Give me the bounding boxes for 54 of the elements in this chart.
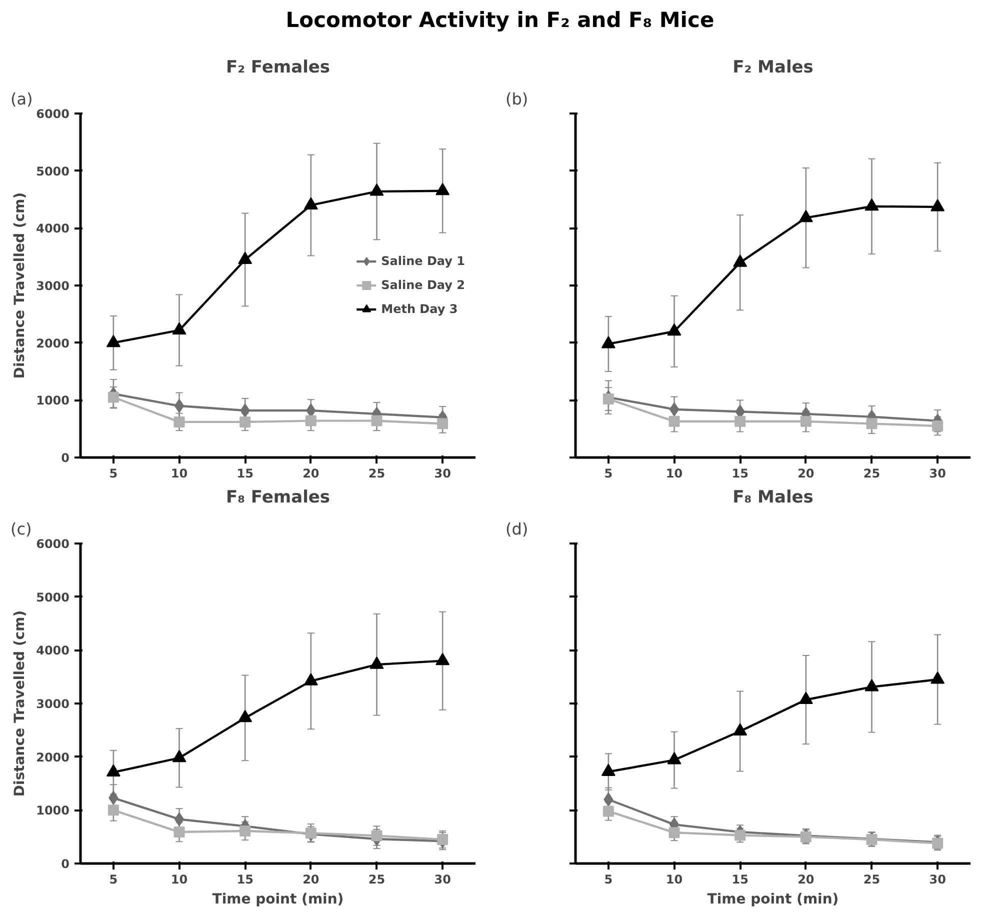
y-tick-label: 0 [61,451,70,465]
x-tick-label: 10 [666,466,683,480]
x-tick-label: 30 [434,872,451,886]
x-tick-label: 25 [863,872,880,886]
y-tick-label: 6000 [36,107,70,121]
text: (a) [10,90,33,108]
y-axis-title: Distance Travelled (cm) [12,192,28,379]
x-axis-title: Time point (min) [212,892,344,908]
y-tick-label: 5000 [36,590,70,604]
y-tick-label: 3000 [36,697,70,711]
x-tick-label: 10 [666,872,683,886]
x-tick-label: 5 [109,466,118,480]
y-tick-label: 4000 [36,644,70,658]
x-tick-label: 15 [732,872,748,886]
chart-title: F₂ Females [226,58,330,78]
x-tick-label: 10 [170,872,188,886]
x-tick-label: 30 [929,872,946,886]
x-tick-label: 15 [236,466,254,480]
x-tick-label: 15 [236,872,254,886]
y-tick-label: 3000 [36,279,70,293]
chart-title: F₂ Males [732,58,814,78]
y-tick-label: 1000 [36,804,70,818]
legend-label: Saline Day 1 [381,254,465,268]
x-tick-label: 5 [604,466,613,480]
x-tick-label: 25 [863,466,880,480]
text: (d) [506,520,528,538]
x-tick-label: 5 [109,872,118,886]
text: (c) [10,520,32,538]
text: (b) [506,90,528,108]
text: Locomotor Activity in F₂ and F₈ Mice [286,7,714,34]
x-tick-label: 30 [929,466,946,480]
chart-title: F₈ Females [226,488,330,508]
legend-label: Meth Day 3 [381,302,458,316]
x-tick-label: 30 [434,466,451,480]
x-tick-label: 5 [604,872,613,886]
chart-title: F₈ Males [732,488,814,508]
x-tick-label: 25 [368,872,386,886]
x-tick-label: 15 [732,466,748,480]
x-tick-label: 20 [798,872,814,886]
y-tick-label: 2000 [36,336,70,350]
x-tick-label: 10 [170,466,188,480]
y-tick-label: 6000 [36,537,70,551]
x-tick-label: 20 [302,872,320,886]
x-tick-label: 20 [798,466,814,480]
y-tick-label: 1000 [36,394,70,408]
y-tick-label: 2000 [36,750,70,764]
y-axis-title: Distance Travelled (cm) [12,610,28,797]
legend-label: Saline Day 2 [381,278,465,292]
y-tick-label: 4000 [36,222,70,236]
x-tick-label: 25 [368,466,386,480]
x-tick-label: 20 [302,466,320,480]
x-axis-title: Time point (min) [707,892,839,908]
y-tick-label: 5000 [36,164,70,178]
y-tick-label: 0 [61,857,70,871]
